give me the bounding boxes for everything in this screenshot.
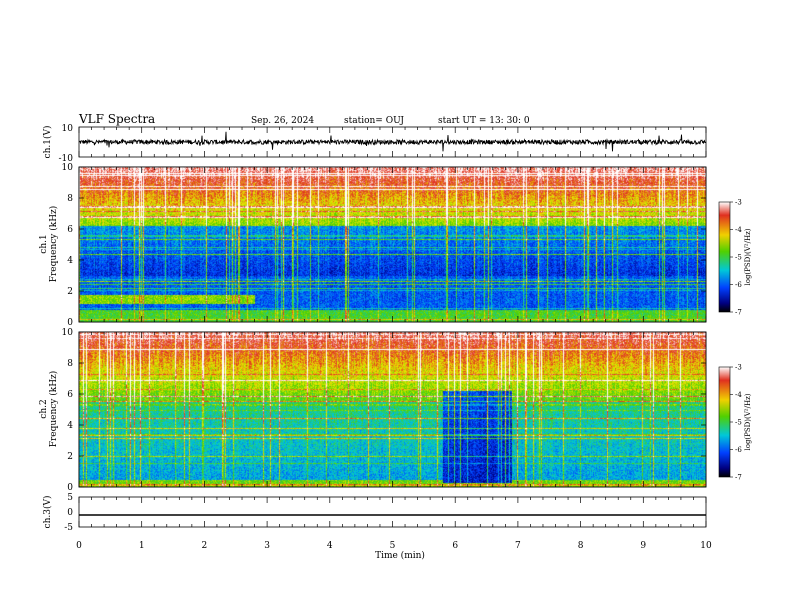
ch3-ytick-mid: 0 <box>67 508 73 518</box>
ch2-freq-ytick-0: 0 <box>67 483 73 493</box>
ch1-freq-ytick-5: 10 <box>62 163 74 173</box>
cb2-ticks-label-0: -3 <box>735 364 742 372</box>
cb1-ticks-label-0: -3 <box>735 199 742 207</box>
ch2-freq-ylabel-line1: ch.2 <box>39 399 49 418</box>
ch2-spectrogram-heatmap <box>79 332 706 487</box>
ch1-ylabel: ch.1(V) <box>42 126 53 159</box>
ch2-freq-ylabel-line2: Frequency (kHz) <box>48 371 59 448</box>
ch1-waveform-line <box>78 131 707 152</box>
ch2-freq-ytick-1: 2 <box>67 452 73 462</box>
colorbar-ch2-label: log(PSD)(V²/Hz) <box>744 393 752 450</box>
ch1-spectrogram-panel: 0 2 4 6 8 10 ch.1 Frequency (kHz) <box>39 163 707 328</box>
station-label: station= OUJ <box>344 116 404 126</box>
cb1-ticks-label-2: -5 <box>735 254 742 262</box>
ch2-freq-ytick-2: 4 <box>67 421 73 431</box>
cb1-ticks-label-3: -6 <box>735 281 742 289</box>
cb1-ticks-label-4: -7 <box>735 309 742 317</box>
time-tick-label-8: 8 <box>578 541 584 551</box>
ch3-ytick-top: 5 <box>67 493 73 503</box>
ch2-freq-ytick-3: 6 <box>67 390 73 400</box>
time-tick-label-6: 6 <box>452 541 458 551</box>
ch2-freq-ytick-5: 10 <box>62 328 74 338</box>
time-tick-label-7: 7 <box>515 541 521 551</box>
time-tick-label-0: 0 <box>76 541 82 551</box>
ch1-freq-ylabel-line2: Frequency (kHz) <box>48 206 59 283</box>
time-tick-label-10: 10 <box>700 541 712 551</box>
ch1-freq-ytick-4: 8 <box>67 194 73 204</box>
ch1-freq-ytick-0: 0 <box>67 318 73 328</box>
cb2-ticks-label-4: -7 <box>735 474 742 482</box>
ch2-spectrogram-panel: 0 2 4 6 8 10 ch.2 Frequency (kHz) <box>39 328 707 493</box>
time-tick-label-4: 4 <box>327 541 333 551</box>
ch3-ylabel: ch.3(V) <box>42 496 53 529</box>
time-tick-label-5: 5 <box>390 541 396 551</box>
start-time-label: start UT = 13: 30: 0 <box>438 116 530 126</box>
cb1-ticks-label-1: -4 <box>735 226 742 234</box>
colorbar-ch2: -3 -4 -5 -6 -7 log(PSD)(V²/Hz) <box>718 364 752 482</box>
time-ticks <box>78 127 707 527</box>
time-tick-label-2: 2 <box>202 541 208 551</box>
cb2-ticks-label-3: -6 <box>735 446 742 454</box>
ch1-freq-ylabel-line1: ch.1 <box>39 234 49 253</box>
ch1-ytick-bottom: -10 <box>59 154 74 164</box>
ch1-spectrogram-heatmap <box>79 167 706 322</box>
colorbar-ch1: -3 -4 -5 -6 -7 log(PSD)(V²/Hz) <box>718 199 752 317</box>
colorbar-ch1-label: log(PSD)(V²/Hz) <box>744 228 752 285</box>
ch2-freq-ytick-4: 8 <box>67 359 73 369</box>
ch1-ytick-top: 10 <box>62 124 74 134</box>
time-tick-label-9: 9 <box>640 541 646 551</box>
cb2-ticks-label-2: -5 <box>735 419 742 427</box>
time-tick-label-3: 3 <box>264 541 270 551</box>
date-label: Sep. 26, 2024 <box>251 116 314 126</box>
ch3-ytick-bottom: -5 <box>64 523 73 533</box>
cb2-ticks-label-1: -4 <box>735 391 742 399</box>
figure-title: VLF Spectra <box>78 112 155 126</box>
xaxis-label: Time (min) <box>375 550 425 561</box>
ch1-freq-ytick-1: 2 <box>67 287 73 297</box>
ch1-freq-ytick-3: 6 <box>67 225 73 235</box>
time-tick-label-1: 1 <box>139 541 145 551</box>
ch1-freq-ytick-2: 4 <box>67 256 73 266</box>
time-tick-labels: 0 1 2 3 4 5 6 7 8 9 10 <box>76 541 712 551</box>
